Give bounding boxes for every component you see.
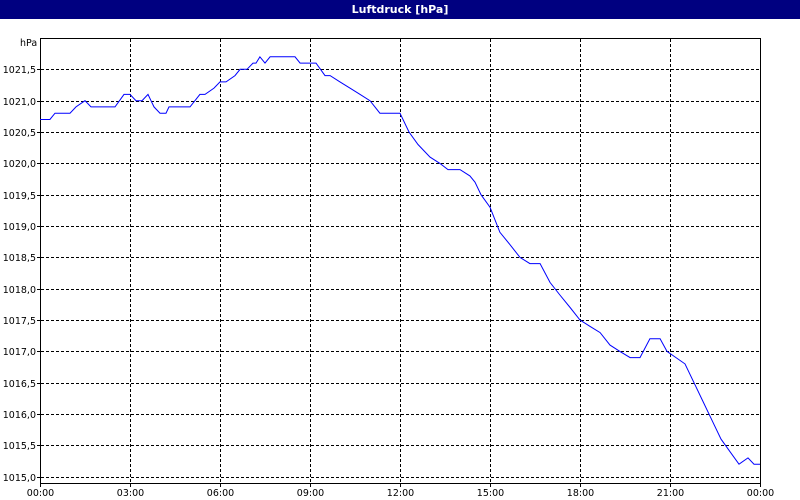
y-tick-label: 1020,5: [3, 128, 36, 139]
y-tick-label: 1017,5: [3, 316, 36, 327]
y-tick-label: 1018,0: [3, 285, 36, 296]
x-tick-time-label: 15:00: [477, 488, 504, 499]
x-tick-time-label: 12:00: [387, 488, 414, 499]
y-tick-label: 1019,5: [3, 191, 36, 202]
x-tick-time-label: 09:00: [297, 488, 324, 499]
y-tick-label: 1019,0: [3, 222, 36, 233]
x-tick-time-label: 21:00: [657, 488, 684, 499]
pressure-series-line: [40, 55, 760, 465]
y-tick-label: 1016,0: [3, 410, 36, 421]
y-tick-label: 1016,5: [3, 379, 36, 390]
chart-title: Luftdruck [hPa]: [0, 0, 800, 19]
x-axis-ticks: 00:0027.04.2303:0027.04.2306:0027.04.230…: [27, 483, 774, 499]
x-tick-time-label: 18:00: [567, 488, 594, 499]
y-tick-label: 1021,5: [3, 65, 36, 76]
y-axis-ticks: 1015,0 1015,5 1016,0 1016,5 1017,0 1017,5 1018…: [3, 65, 40, 484]
grid-lines: [41, 39, 760, 483]
y-tick-label: 1018,5: [3, 253, 36, 264]
x-tick-time-label: 00:00: [27, 488, 54, 499]
x-tick-time-label: 06:00: [207, 488, 234, 499]
chart-area: 1015,0 1015,5 1016,0 1016,5 1017,0 1017,5 1018…: [3, 38, 774, 499]
x-tick-time-label: 00:00: [747, 488, 774, 499]
y-tick-label: 1015,0: [3, 473, 36, 484]
y-tick-label: 1021,0: [3, 97, 36, 108]
y-tick-label: 1017,0: [3, 347, 36, 358]
y-tick-label: 1020,0: [3, 159, 36, 170]
y-tick-label: 1015,5: [3, 441, 36, 452]
x-tick-time-label: 03:00: [117, 488, 144, 499]
y-axis-label: hPa: [20, 38, 37, 49]
